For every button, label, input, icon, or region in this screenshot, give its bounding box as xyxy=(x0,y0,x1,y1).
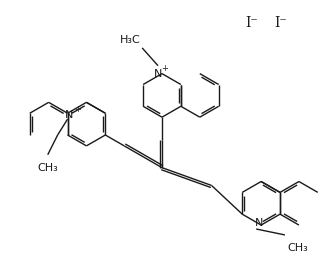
Text: N: N xyxy=(255,218,263,228)
Text: H₃C: H₃C xyxy=(120,35,140,45)
Text: I⁻: I⁻ xyxy=(245,16,258,30)
Text: +: + xyxy=(74,105,81,114)
Text: CH₃: CH₃ xyxy=(37,163,58,173)
Text: +: + xyxy=(162,64,168,73)
Text: N: N xyxy=(154,69,162,79)
Text: N: N xyxy=(65,110,74,120)
Text: I⁻: I⁻ xyxy=(275,16,287,30)
Text: CH₃: CH₃ xyxy=(287,243,308,253)
